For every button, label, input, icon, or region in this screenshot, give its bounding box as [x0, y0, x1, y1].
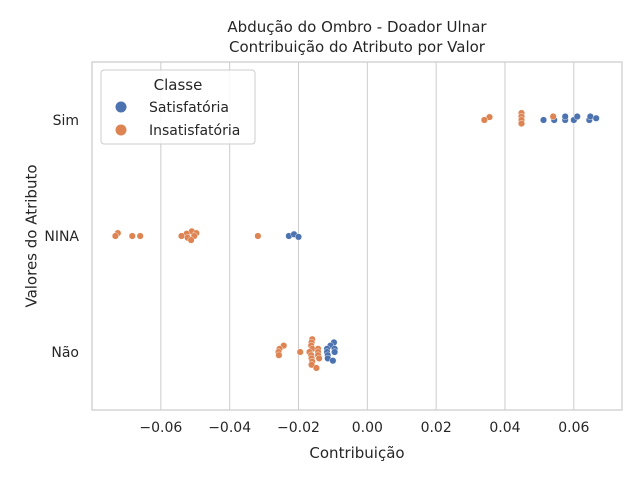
data-point	[518, 119, 526, 127]
x-tick-label: 0.00	[352, 420, 383, 436]
data-point	[561, 113, 569, 121]
x-tick-label: 0.06	[558, 420, 589, 436]
x-tick-label: 0.02	[421, 420, 452, 436]
legend-label: Insatisfatória	[149, 123, 240, 139]
data-point	[573, 113, 581, 121]
data-point	[294, 233, 302, 241]
chart-title: Abdução do Ombro - Doador Ulnar	[227, 18, 487, 36]
data-point	[549, 113, 557, 121]
data-point	[187, 236, 195, 244]
data-point	[177, 232, 185, 240]
data-point	[308, 361, 316, 369]
legend-title: Classe	[154, 76, 203, 94]
data-point	[592, 114, 600, 122]
y-tick-label: Não	[51, 345, 79, 361]
legend-marker	[115, 124, 127, 136]
data-point	[586, 113, 594, 121]
plot-frame	[91, 61, 623, 411]
data-point	[136, 232, 144, 240]
data-point	[540, 116, 548, 124]
data-point	[275, 351, 283, 359]
data-points	[111, 109, 600, 372]
data-point	[331, 348, 339, 356]
data-point	[312, 364, 320, 372]
x-tick-label: −0.04	[208, 420, 251, 436]
x-axis-label: Contribuição	[309, 444, 404, 462]
legend-marker	[115, 101, 127, 113]
legend-entries: Satisfatória Insatisfatória	[115, 100, 240, 139]
x-tick-label: −0.02	[277, 420, 320, 436]
data-point	[128, 232, 136, 240]
y-tick-label: Sim	[53, 113, 79, 129]
x-tick-label: −0.06	[139, 420, 182, 436]
legend: Classe Satisfatória Insatisfatória	[100, 69, 256, 145]
data-point	[480, 116, 488, 124]
y-axis-label: Valores do Atributo	[22, 164, 40, 307]
axis-ticks: −0.06 −0.04 −0.02 0.00 0.02 0.04 0.06 Sim NINA Nã…	[44, 113, 589, 436]
x-tick-label: 0.04	[489, 420, 520, 436]
data-point	[296, 348, 304, 356]
data-point	[111, 232, 119, 240]
data-point	[329, 357, 337, 365]
legend-box	[100, 69, 256, 145]
y-tick-label: NINA	[44, 229, 79, 245]
chart-subtitle: Contribuição do Atributo por Valor	[229, 38, 486, 56]
data-point	[254, 232, 262, 240]
data-point	[315, 354, 323, 362]
legend-label: Satisfatória	[149, 100, 229, 116]
